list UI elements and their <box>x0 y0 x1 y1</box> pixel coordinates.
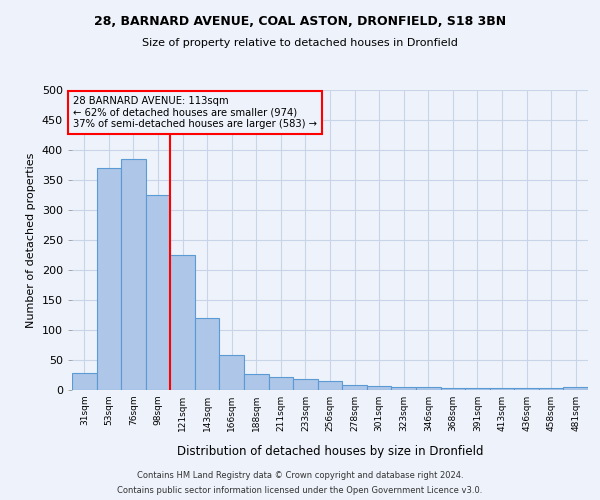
Bar <box>391 387 416 390</box>
Bar <box>416 387 440 390</box>
Bar <box>539 388 563 390</box>
Bar <box>440 388 465 390</box>
Bar <box>170 255 195 390</box>
Bar <box>563 387 588 390</box>
Bar <box>195 318 220 390</box>
X-axis label: Distribution of detached houses by size in Dronfield: Distribution of detached houses by size … <box>177 445 483 458</box>
Bar <box>514 388 539 390</box>
Bar <box>121 159 146 390</box>
Bar <box>72 373 97 390</box>
Text: 28, BARNARD AVENUE, COAL ASTON, DRONFIELD, S18 3BN: 28, BARNARD AVENUE, COAL ASTON, DRONFIEL… <box>94 15 506 28</box>
Bar <box>465 388 490 390</box>
Bar <box>244 374 269 390</box>
Bar <box>146 195 170 390</box>
Bar <box>490 388 514 390</box>
Bar <box>293 379 318 390</box>
Text: Size of property relative to detached houses in Dronfield: Size of property relative to detached ho… <box>142 38 458 48</box>
Bar <box>269 377 293 390</box>
Text: Contains public sector information licensed under the Open Government Licence v3: Contains public sector information licen… <box>118 486 482 495</box>
Bar <box>318 381 342 390</box>
Bar <box>342 385 367 390</box>
Bar <box>367 386 391 390</box>
Text: Contains HM Land Registry data © Crown copyright and database right 2024.: Contains HM Land Registry data © Crown c… <box>137 471 463 480</box>
Y-axis label: Number of detached properties: Number of detached properties <box>26 152 36 328</box>
Bar <box>220 355 244 390</box>
Text: 28 BARNARD AVENUE: 113sqm
← 62% of detached houses are smaller (974)
37% of semi: 28 BARNARD AVENUE: 113sqm ← 62% of detac… <box>73 96 317 129</box>
Bar <box>97 168 121 390</box>
